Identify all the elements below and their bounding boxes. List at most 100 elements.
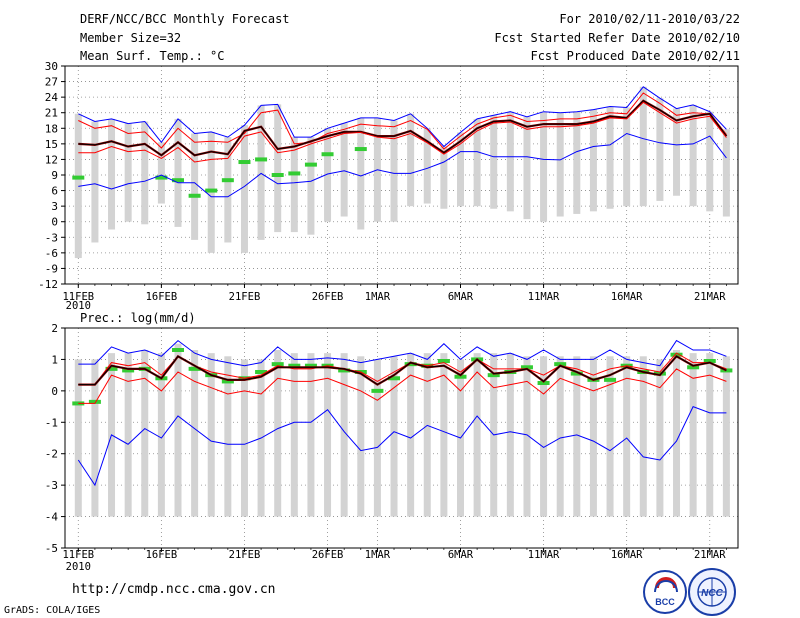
source-url[interactable]: http://cmdp.ncc.cma.gov.cn: [72, 582, 276, 597]
prec-observed-mark: [687, 365, 700, 370]
temp-spread-bar: [689, 104, 697, 207]
temp-panel: -12 -9 -6 -3 0 3 6 9 12 15 18 21 24 27 30 11FEB 16FEB 21F…: [38, 60, 739, 312]
prec-spread-bar: [589, 356, 597, 517]
prec-spread-bar: [673, 350, 681, 517]
temp-observed-mark: [238, 160, 251, 165]
prec-x-tick-label: 16MAR: [611, 549, 643, 561]
prec-spread-bar: [473, 353, 481, 517]
prec-y-tick-label: -1: [45, 416, 58, 429]
temp-observed-mark: [72, 175, 85, 180]
prec-spread-bar: [540, 356, 548, 517]
temp-x-tick-label: 21MAR: [694, 291, 726, 303]
prec-x-tick-label: 11FEB: [62, 549, 94, 561]
temp-observed-mark: [255, 157, 268, 162]
temp-spread-bar: [108, 118, 116, 230]
prec-spread-bar: [207, 353, 215, 517]
temp-series-p90: [78, 92, 727, 150]
prec-series-min: [77, 405, 727, 487]
temp-observed-mark: [205, 188, 218, 193]
temp-spread-bar: [606, 106, 614, 209]
temp-spread-bar: [390, 120, 398, 222]
temp-spread-bar: [523, 116, 531, 220]
prec-observed-mark: [105, 366, 118, 371]
forecast-range: For 2010/02/11-2010/03/22: [559, 12, 740, 26]
prec-observed-mark: [703, 359, 716, 363]
prec-x-year-label: 2010: [66, 561, 91, 573]
prec-spread-bar: [639, 356, 647, 517]
temp-spread-bar: [357, 117, 365, 230]
temp-spread-bar: [490, 115, 498, 209]
prec-series-max: [78, 339, 727, 367]
temp-y-tick-label: 9: [51, 169, 58, 182]
prec-observed-mark: [221, 379, 234, 384]
prec-observed-mark: [404, 362, 417, 367]
prec-spread-bar: [656, 359, 664, 517]
temp-spread-bar: [423, 128, 431, 204]
prec-spread-bar: [74, 359, 82, 517]
temp-spread-bar: [656, 98, 664, 201]
prec-observed-mark: [604, 377, 617, 382]
temp-observed-mark: [354, 147, 367, 152]
prec-y-tick-label: -5: [45, 542, 58, 555]
temp-spread-bar: [224, 137, 232, 243]
temp-observed-mark: [188, 193, 201, 198]
bcc-logo: BCC: [643, 570, 687, 614]
prec-x-tick-label: 6MAR: [448, 549, 474, 561]
prec-spread-bar: [506, 353, 514, 517]
temp-x-tick-label: 11MAR: [528, 291, 560, 303]
variable-label-top: Mean Surf. Temp.: °C: [80, 49, 225, 63]
prec-spread-bar: [290, 353, 298, 517]
temp-spread-bar: [407, 113, 415, 207]
ncc-logo: NCC: [688, 568, 736, 616]
temp-series-min: [78, 132, 727, 198]
prec-x-tick-label: 26FEB: [312, 549, 344, 561]
temp-x-tick-label: 21FEB: [229, 291, 261, 303]
prec-observed-mark: [271, 362, 284, 367]
prec-observed-mark: [670, 352, 683, 357]
prec-spread-bar: [689, 353, 697, 517]
prec-spread-bar: [174, 343, 182, 517]
prec-frame: [64, 327, 739, 549]
temp-series-max: [78, 86, 727, 148]
bcc-logo-icon: BCC: [654, 577, 678, 607]
prec-spread-bar: [523, 356, 531, 517]
temp-y-tick-label: 3: [51, 200, 58, 213]
temp-x-tick-label: 16MAR: [611, 291, 643, 303]
prec-spread-bar: [423, 353, 431, 517]
temp-observed-mark: [221, 178, 234, 183]
prec-x-tick-label: 16FEB: [146, 549, 178, 561]
temp-spread-bar: [623, 107, 631, 207]
prec-y-tick-label: 1: [51, 353, 58, 366]
temp-series-mean: [78, 100, 727, 156]
prec-observed-mark: [288, 363, 301, 368]
temp-series-p10: [78, 101, 727, 163]
temp-spread-bar: [240, 125, 248, 253]
temp-spread-bar: [307, 137, 315, 235]
prec-spread-bar: [440, 353, 448, 517]
prec-spread-bar: [324, 353, 332, 517]
prec-y-tick-label: -2: [45, 448, 58, 461]
prec-observed-mark: [371, 388, 384, 393]
prec-spread-bar: [390, 356, 398, 517]
prec-x-tick-label: 21FEB: [229, 549, 261, 561]
temp-spread-bar: [556, 112, 564, 217]
temp-spread-bar: [141, 121, 149, 225]
temp-spread-bar: [639, 86, 647, 207]
prec-observed-mark: [388, 376, 401, 381]
prec-observed-mark: [88, 399, 101, 404]
temp-y-tick-label: -9: [45, 262, 58, 275]
temp-spread-bar: [174, 118, 182, 227]
bcc-logo-text: BCC: [655, 597, 675, 607]
prec-spread-bar: [573, 356, 581, 517]
prec-spread-bar: [606, 356, 614, 517]
prec-x-tick-label: 1MAR: [365, 549, 391, 561]
temp-spread-bar: [506, 111, 514, 212]
temp-spread-bar: [124, 123, 132, 222]
temp-y-tick-label: -12: [38, 278, 58, 291]
prec-y-tick-label: 2: [51, 322, 58, 335]
prec-spread-bar: [191, 350, 199, 517]
ncc-logo-icon: NCC: [697, 577, 727, 607]
temp-spread-bar: [456, 132, 464, 207]
ncc-logo-text: NCC: [701, 588, 723, 599]
